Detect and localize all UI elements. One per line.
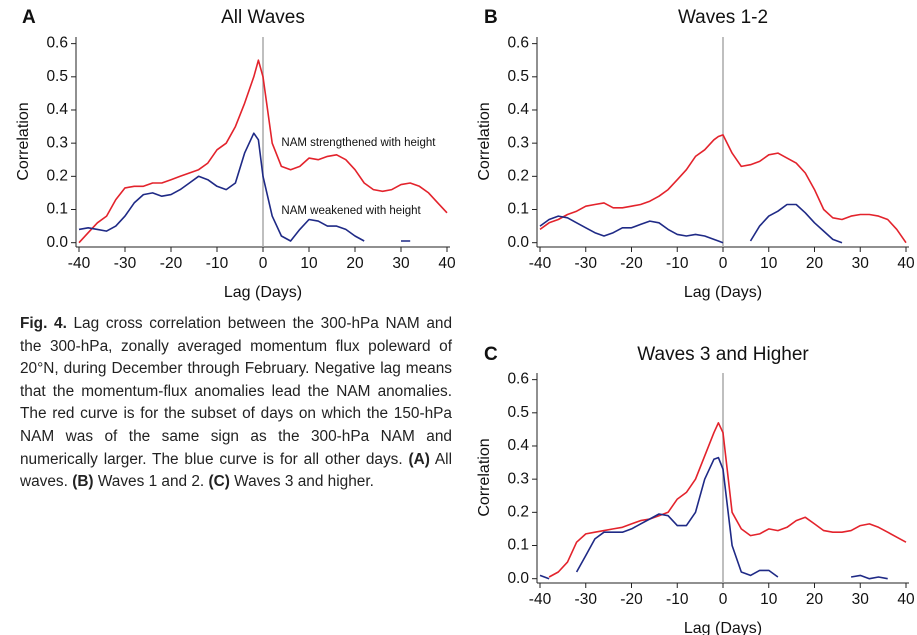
x-tick-label: 20 <box>806 255 824 272</box>
x-tick-label: -40 <box>529 255 552 272</box>
caption: Fig. 4. Lag cross correlation between th… <box>20 313 452 494</box>
y-tick-label: 0.6 <box>507 371 529 388</box>
x-tick-label: -10 <box>666 255 689 272</box>
series-line <box>78 132 411 242</box>
caption-text: Waves 3 and higher. <box>234 473 374 491</box>
x-tick-label: 40 <box>897 591 915 608</box>
x-tick-label: -10 <box>206 255 229 272</box>
chart-title: Waves 1-2 <box>678 7 768 28</box>
y-tick-label: 0.6 <box>507 35 529 52</box>
series-line <box>78 59 448 244</box>
chart-title: All Waves <box>221 7 305 28</box>
y-tick-label: 0.5 <box>46 68 68 85</box>
series-line <box>539 456 888 580</box>
x-tick-label: -30 <box>114 255 137 272</box>
caption-panel: (B) <box>72 473 94 491</box>
x-tick-label: -20 <box>620 255 643 272</box>
caption-text: All waves. <box>20 450 452 491</box>
annotation: NAM strengthened with height <box>281 137 436 149</box>
caption-panel: (A) <box>408 450 430 468</box>
chart-title: Waves 3 and Higher <box>637 344 809 365</box>
y-tick-label: 0.1 <box>507 537 529 554</box>
x-axis-label: Lag (Days) <box>224 284 302 301</box>
annotation: NAM weakened with height <box>281 205 421 217</box>
x-tick-label: 10 <box>760 591 778 608</box>
x-tick-label: -40 <box>529 591 552 608</box>
y-tick-label: 0.0 <box>507 570 529 587</box>
y-tick-label: 0.4 <box>507 437 529 454</box>
x-tick-label: -10 <box>666 591 689 608</box>
y-tick-label: 0.4 <box>507 101 529 118</box>
x-tick-label: 20 <box>346 255 364 272</box>
x-tick-label: 10 <box>300 255 318 272</box>
caption-label: Fig. 4. <box>20 315 67 332</box>
panel-letter: B <box>484 7 498 28</box>
y-tick-label: 0.6 <box>46 35 68 52</box>
panel-letter: C <box>484 344 498 365</box>
y-axis-label: Correlation <box>15 102 32 180</box>
y-tick-label: 0.0 <box>46 234 68 251</box>
x-tick-label: 0 <box>719 591 728 608</box>
x-tick-label: -20 <box>620 591 643 608</box>
series-line <box>539 134 907 244</box>
x-tick-label: -40 <box>68 255 91 272</box>
y-tick-label: 0.3 <box>507 470 529 487</box>
y-tick-label: 0.1 <box>46 201 68 218</box>
x-tick-label: 40 <box>897 255 915 272</box>
x-tick-label: 0 <box>259 255 268 272</box>
x-tick-label: 30 <box>852 255 870 272</box>
y-tick-label: 0.1 <box>507 201 529 218</box>
y-tick-label: 0.3 <box>46 134 68 151</box>
y-tick-label: 0.2 <box>507 503 529 520</box>
x-axis-label: Lag (Days) <box>684 620 762 635</box>
y-tick-label: 0.2 <box>46 167 68 184</box>
series-line <box>539 203 843 244</box>
y-tick-label: 0.5 <box>507 404 529 421</box>
y-tick-label: 0.2 <box>507 167 529 184</box>
panel-letter: A <box>22 7 36 28</box>
caption-panel: (C) <box>208 473 230 491</box>
y-tick-label: 0.3 <box>507 134 529 151</box>
y-tick-label: 0.5 <box>507 68 529 85</box>
y-axis-label: Correlation <box>476 438 493 516</box>
caption-text: Waves 1 and 2. <box>97 473 205 491</box>
y-tick-label: 0.4 <box>46 101 68 118</box>
x-tick-label: -30 <box>575 255 598 272</box>
x-tick-label: -30 <box>575 591 598 608</box>
y-tick-label: 0.0 <box>507 234 529 251</box>
x-tick-label: 0 <box>719 255 728 272</box>
caption-text: Lag cross correlation between the 300-hP… <box>20 315 453 468</box>
x-tick-label: 20 <box>806 591 824 608</box>
y-axis-label: Correlation <box>476 102 493 180</box>
series-line <box>548 422 907 578</box>
x-tick-label: 30 <box>392 255 410 272</box>
x-tick-label: -20 <box>160 255 183 272</box>
x-tick-label: 10 <box>760 255 778 272</box>
x-tick-label: 30 <box>852 591 870 608</box>
x-tick-label: 40 <box>438 255 456 272</box>
x-axis-label: Lag (Days) <box>684 284 762 301</box>
